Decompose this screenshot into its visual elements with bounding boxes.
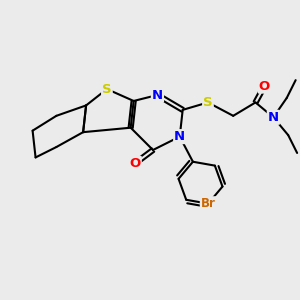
Text: N: N bbox=[174, 130, 185, 143]
Text: Br: Br bbox=[201, 197, 216, 210]
Text: O: O bbox=[259, 80, 270, 93]
Text: S: S bbox=[203, 96, 213, 109]
Text: N: N bbox=[152, 88, 163, 101]
Text: S: S bbox=[102, 82, 112, 96]
Text: O: O bbox=[130, 157, 141, 170]
Text: N: N bbox=[268, 111, 279, 124]
